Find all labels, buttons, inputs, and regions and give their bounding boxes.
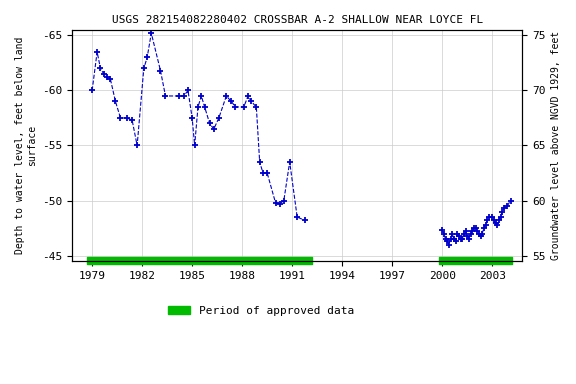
Y-axis label: Depth to water level, feet below land
surface: Depth to water level, feet below land su… (15, 37, 37, 254)
Legend: Period of approved data: Period of approved data (164, 301, 359, 320)
Title: USGS 282154082280402 CROSSBAR A-2 SHALLOW NEAR LOYCE FL: USGS 282154082280402 CROSSBAR A-2 SHALLO… (112, 15, 483, 25)
Y-axis label: Groundwater level above NGVD 1929, feet: Groundwater level above NGVD 1929, feet (551, 31, 561, 260)
